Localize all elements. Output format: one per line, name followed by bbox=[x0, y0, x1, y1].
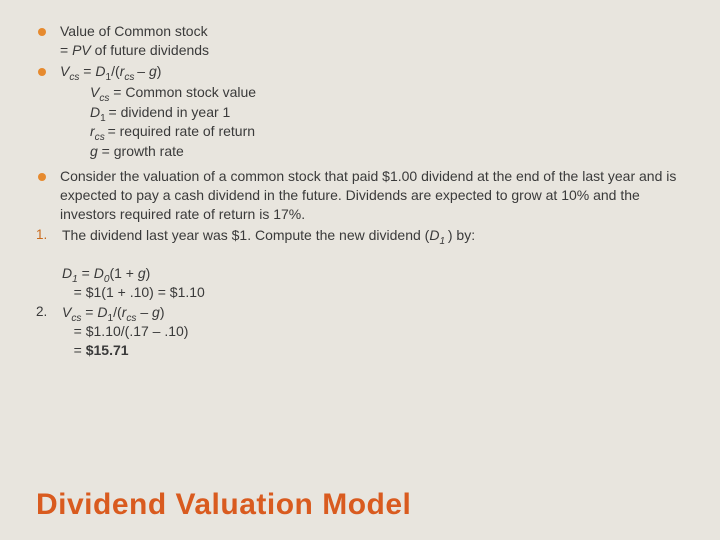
bullet-1: Value of Common stock = PV of future div… bbox=[34, 22, 686, 60]
step-2-num: 2. bbox=[36, 303, 62, 360]
bullet-3: Consider the valuation of a common stock… bbox=[34, 167, 686, 224]
step-2-text: Vcs = D1/(rcs – g) = $1.10/(.17 – .10) =… bbox=[62, 303, 686, 360]
step-1-text: The dividend last year was $1. Compute t… bbox=[62, 226, 686, 302]
bullet-1-text: Value of Common stock = PV of future div… bbox=[60, 22, 686, 60]
b1-l1: Value of Common stock bbox=[60, 23, 208, 39]
step-1-num: 1. bbox=[36, 226, 62, 302]
bullet-2: Vcs = D1/(rcs – g) bbox=[34, 62, 686, 81]
sub-4: g = growth rate bbox=[90, 142, 686, 161]
step-2: 2. Vcs = D1/(rcs – g) = $1.10/(.17 – .10… bbox=[34, 303, 686, 360]
bullet-icon bbox=[38, 68, 46, 76]
sub-3: rcs = required rate of return bbox=[90, 122, 686, 141]
bullet-icon bbox=[38, 173, 46, 181]
slide-body: Value of Common stock = PV of future div… bbox=[34, 22, 686, 360]
step-1: 1. The dividend last year was $1. Comput… bbox=[34, 226, 686, 302]
bullet-icon bbox=[38, 28, 46, 36]
bullet-2-text: Vcs = D1/(rcs – g) bbox=[60, 62, 686, 81]
sub-1: Vcs = Common stock value bbox=[90, 83, 686, 102]
bullet-3-text: Consider the valuation of a common stock… bbox=[60, 167, 686, 224]
sub-2: D1 = dividend in year 1 bbox=[90, 103, 686, 122]
slide-title: Dividend Valuation Model bbox=[36, 488, 411, 522]
